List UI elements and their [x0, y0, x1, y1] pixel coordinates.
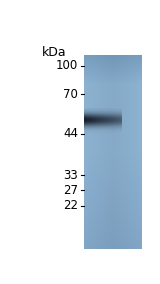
Text: kDa: kDa — [42, 46, 67, 59]
Text: 100: 100 — [56, 59, 78, 72]
Text: 44: 44 — [63, 127, 78, 140]
Text: 70: 70 — [63, 88, 78, 101]
Text: 33: 33 — [63, 169, 78, 182]
Text: 22: 22 — [63, 199, 78, 212]
Text: 27: 27 — [63, 184, 78, 197]
